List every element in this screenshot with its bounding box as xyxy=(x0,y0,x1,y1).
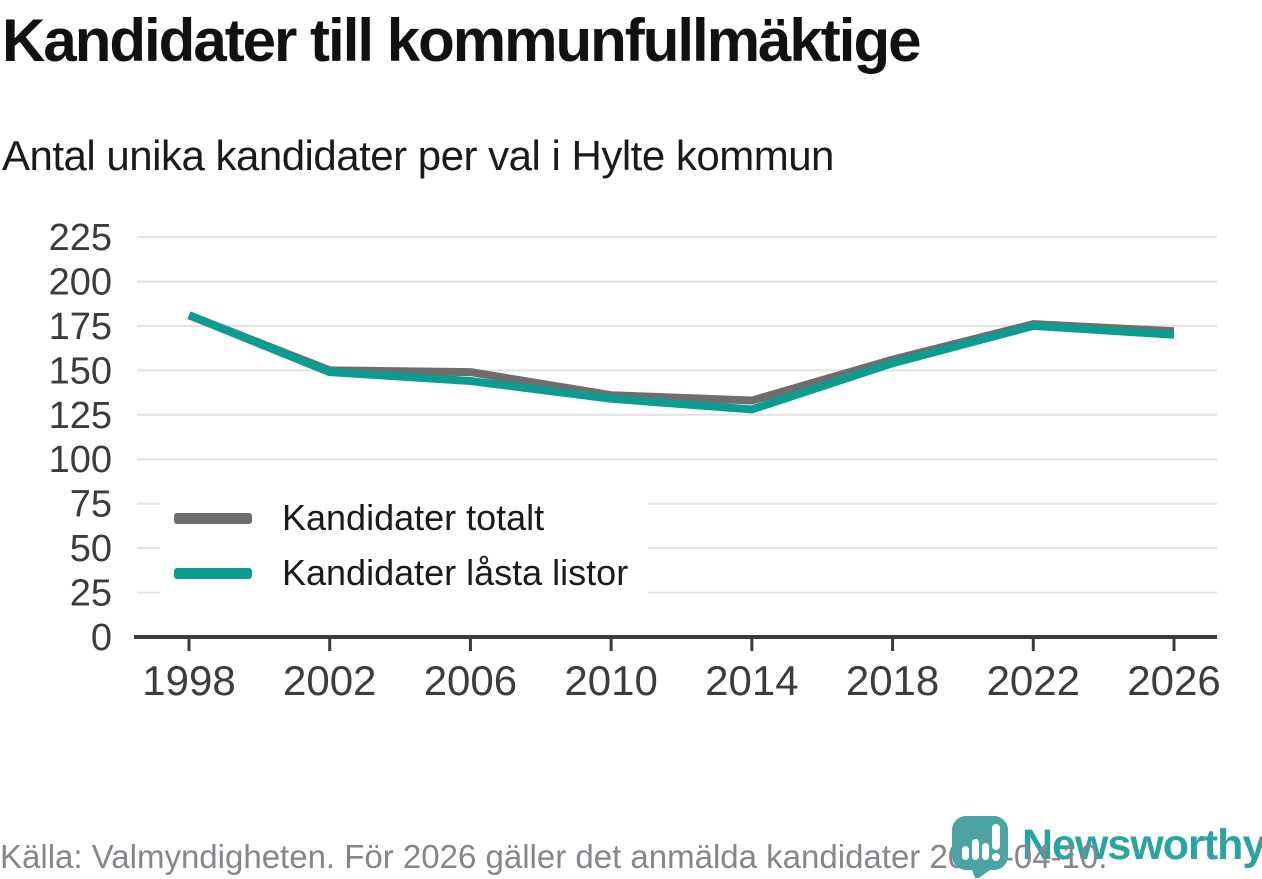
svg-text:200: 200 xyxy=(49,261,112,303)
svg-text:225: 225 xyxy=(49,217,112,259)
svg-text:150: 150 xyxy=(49,350,112,392)
svg-text:0: 0 xyxy=(91,617,112,659)
svg-text:175: 175 xyxy=(49,306,112,348)
chart-legend: Kandidater totalt Kandidater låsta listo… xyxy=(160,491,649,604)
legend-item-kandidater-lasta-listor: Kandidater låsta listor xyxy=(174,552,628,594)
svg-text:75: 75 xyxy=(70,484,112,526)
legend-label: Kandidater totalt xyxy=(282,497,545,538)
svg-text:2002: 2002 xyxy=(283,657,376,704)
chart-subtitle: Antal unika kandidater per val i Hylte k… xyxy=(2,132,834,179)
legend-item-kandidater-totalt: Kandidater totalt xyxy=(174,497,628,539)
newsworthy-speech-bubble-chart-icon xyxy=(952,816,1008,878)
svg-text:50: 50 xyxy=(70,528,112,570)
svg-text:2010: 2010 xyxy=(564,657,657,704)
svg-text:1998: 1998 xyxy=(142,657,235,704)
newsworthy-logo-text: Newsworthy xyxy=(1022,821,1262,869)
legend-label: Kandidater låsta listor xyxy=(282,552,629,593)
svg-text:2014: 2014 xyxy=(705,657,798,704)
svg-text:25: 25 xyxy=(70,573,112,615)
legend-swatch-teal-line-icon xyxy=(174,567,252,579)
svg-text:2006: 2006 xyxy=(424,657,517,704)
svg-text:2026: 2026 xyxy=(1127,657,1220,704)
svg-text:2022: 2022 xyxy=(987,657,1080,704)
legend-swatch-gray-line-icon xyxy=(174,512,252,524)
svg-text:125: 125 xyxy=(49,395,112,437)
page-title: Kandidater till kommunfullmäktige xyxy=(2,7,921,74)
source-note: Källa: Valmyndigheten. För 2026 gäller d… xyxy=(0,838,1108,875)
svg-text:100: 100 xyxy=(49,439,112,481)
svg-text:2018: 2018 xyxy=(846,657,939,704)
